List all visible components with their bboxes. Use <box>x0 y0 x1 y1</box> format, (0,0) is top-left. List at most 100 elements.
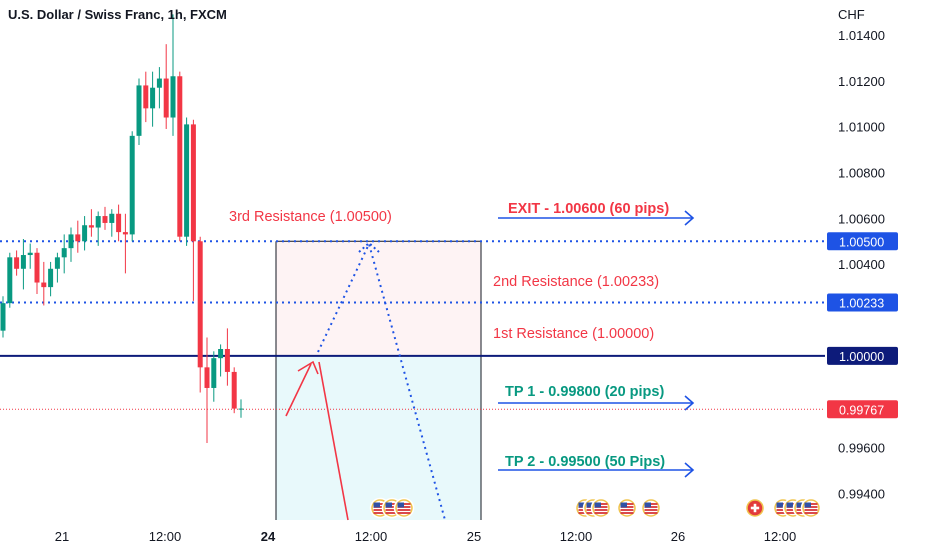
target-label-tp2: TP 2 - 0.99500 (50 Pips) <box>505 454 665 470</box>
price-badge-1st-resistance-bg <box>827 346 898 365</box>
flag-canton <box>620 502 627 508</box>
trend-arrow-right <box>318 361 349 521</box>
candle-body <box>68 234 74 249</box>
price-badge-current: 0.99767 <box>839 403 884 417</box>
flag-canton <box>776 502 783 508</box>
candle-body <box>102 216 108 223</box>
candle-body <box>211 358 217 388</box>
flag-canton <box>796 502 803 508</box>
trend-arrow-left <box>285 363 312 417</box>
candle-body <box>116 213 122 233</box>
candle-body <box>150 87 156 109</box>
candle-body <box>20 255 26 269</box>
price-badge-2nd-resistance: 1.00233 <box>839 296 884 310</box>
candle-body <box>48 268 54 288</box>
candle-body <box>163 78 169 118</box>
time-tick-label: 12:00 <box>149 529 182 544</box>
flag-stripe <box>644 509 658 511</box>
trend-arrowhead <box>297 360 319 375</box>
flag-stripe <box>385 512 399 514</box>
flag-canton <box>578 502 585 508</box>
target-arrowhead-exit <box>684 210 695 226</box>
label-3rd-resistance: 3rd Resistance (1.00500) <box>229 209 392 225</box>
price-badge-1st-resistance: 1.00000 <box>839 350 884 364</box>
flag-canton <box>586 502 593 508</box>
flag-stripe <box>620 512 634 514</box>
candle-body <box>197 241 203 368</box>
flag-stripe <box>594 512 608 514</box>
us-flag-icon <box>800 497 822 519</box>
price-badge-3rd-resistance: 1.00500 <box>839 235 884 249</box>
candle-body <box>218 349 224 359</box>
us-flag-icon <box>640 497 662 519</box>
candle-body <box>231 371 237 409</box>
target-arrowhead-tp1 <box>684 395 695 411</box>
price-badge-current-bg <box>827 400 898 419</box>
flag-stripe <box>804 512 818 514</box>
flag-canton <box>786 502 793 508</box>
flag-stripe <box>397 509 411 511</box>
label-2nd-resistance: 2nd Resistance (1.00233) <box>493 274 659 290</box>
horizontal-lines-layer <box>0 240 825 410</box>
flag-stripe <box>776 512 790 514</box>
flag-stripe <box>385 509 399 511</box>
flag-stripe <box>373 509 387 511</box>
flag-stripe <box>644 512 658 514</box>
flag-stripe <box>594 509 608 511</box>
candle-body <box>129 135 135 235</box>
flag-canton <box>373 502 380 508</box>
price-tick-label: 0.99400 <box>838 486 885 501</box>
time-axis-layer: 21 12:00 24 12:00 25 12:00 26 12:00 <box>55 529 797 544</box>
candle-body <box>27 252 33 256</box>
candle-body <box>238 408 244 410</box>
price-badge-3rd-resistance-bg <box>827 232 898 251</box>
price-axis-layer: CHF 1.01400 1.01200 1.01000 1.00800 1.00600 1… <box>827 7 898 501</box>
flag-canton <box>594 502 601 508</box>
candle-body <box>75 234 81 242</box>
candle-body <box>177 76 183 237</box>
candle-body <box>14 257 20 269</box>
candle-body <box>143 85 149 109</box>
flag-stripe <box>397 512 411 514</box>
time-tick-label: 24 <box>261 529 276 544</box>
candle-body <box>95 216 101 228</box>
flag-stripe <box>804 509 818 511</box>
flag-stripe <box>373 512 387 514</box>
event-icons-layer <box>369 497 822 519</box>
time-tick-label: 26 <box>671 529 685 544</box>
candle-body <box>190 124 196 242</box>
candle-body <box>204 367 210 388</box>
candle-body <box>184 124 190 237</box>
swiss-flag-icon <box>744 497 766 519</box>
cross-h <box>750 506 760 510</box>
flag-canton <box>804 502 811 508</box>
annotations-layer: 3rd Resistance (1.00500) 2nd Resistance (… <box>229 201 695 521</box>
target-label-exit: EXIT - 1.00600 (60 pips) <box>508 201 669 217</box>
candle-body <box>224 349 230 372</box>
candle-body <box>156 78 162 88</box>
candle-body <box>61 248 67 258</box>
candle-body <box>41 282 47 288</box>
price-tick-label: 1.00600 <box>838 211 885 226</box>
us-flag-icon <box>616 497 638 519</box>
us-flag-icon <box>393 497 415 519</box>
candle-body <box>88 225 94 228</box>
candles-layer <box>0 14 244 443</box>
candle-body <box>170 76 176 118</box>
flag-canton <box>644 502 651 508</box>
zones-layer <box>275 240 482 520</box>
price-tick-label: 1.01400 <box>838 28 885 43</box>
chart-title: U.S. Dollar / Swiss Franc, 1h, FXCM <box>8 7 227 22</box>
flag-stripe <box>786 512 800 514</box>
resistance-zone <box>276 241 481 356</box>
time-tick-label: 12:00 <box>560 529 593 544</box>
time-tick-label: 12:00 <box>355 529 388 544</box>
target-zone <box>276 355 481 520</box>
candle-body <box>0 303 6 331</box>
label-1st-resistance: 1st Resistance (1.00000) <box>493 326 654 342</box>
target-arrowhead-tp2 <box>684 462 695 478</box>
time-tick-label: 25 <box>467 529 481 544</box>
us-flag-icon <box>590 497 612 519</box>
